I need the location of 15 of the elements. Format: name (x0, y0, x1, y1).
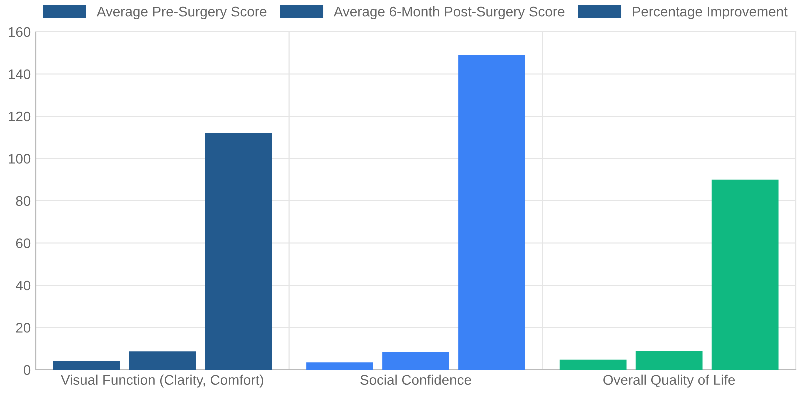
y-tick-label: 100 (9, 154, 31, 164)
legend-label: Average 6-Month Post-Surgery Score (334, 6, 565, 20)
y-tick-label: 20 (16, 323, 31, 333)
y-tick-label: 40 (16, 280, 31, 291)
y-tick-label: 80 (16, 196, 31, 206)
x-tick-label: Overall Quality of Life (604, 374, 736, 388)
y-tick-label: 0 (24, 365, 31, 376)
legend-label: Percentage Improvement (633, 7, 788, 20)
legend-label: Average Pre-Surgery Score (96, 6, 267, 20)
x-tick-label: Social Confidence (360, 374, 472, 386)
y-tick-label: 60 (16, 238, 31, 248)
y-tick-label: 120 (9, 112, 31, 122)
y-tick-label: 160 (9, 27, 31, 38)
y-tick-label: 140 (9, 70, 31, 80)
x-tick-label: Visual Function (Clarity, Comfort) (61, 374, 264, 388)
